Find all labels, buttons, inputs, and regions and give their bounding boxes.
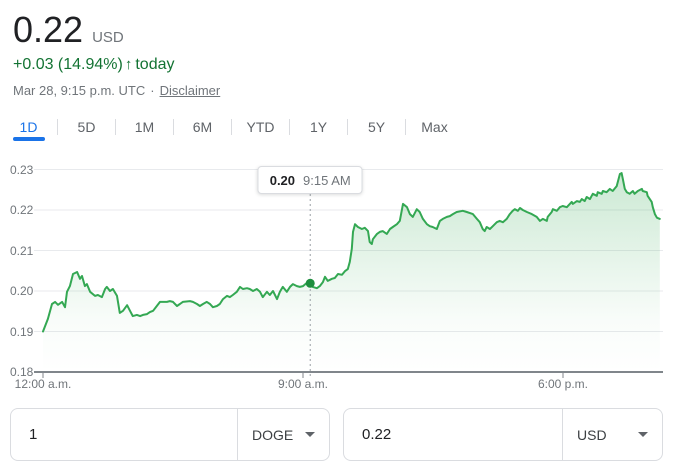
y-axis-label: 0.22 — [10, 203, 34, 217]
tab-label: Max — [421, 119, 448, 135]
price-currency: USD — [92, 29, 124, 46]
to-currency-label: USD — [577, 426, 607, 443]
chart-tooltip: 0.20 9:15 AM — [257, 166, 363, 194]
tab-label: YTD — [246, 119, 275, 135]
tab-5d[interactable]: 5D — [58, 113, 115, 141]
tab-ytd[interactable]: YTD — [232, 113, 289, 141]
price-change-row: +0.03 (14.94%) ↑ today — [13, 55, 659, 75]
from-currency-label: DOGE — [252, 426, 294, 443]
range-tabs: 1D 5D 1M 6M YTD 1Y 5Y Max — [0, 113, 673, 141]
tab-divider — [57, 119, 58, 135]
price-value: 0.22 — [13, 9, 84, 50]
x-axis-label: 6:00 p.m. — [537, 377, 589, 391]
quote-meta-row: Mar 28, 9:15 p.m. UTC · Disclaimer — [13, 83, 659, 99]
dropdown-arrow-icon — [638, 432, 648, 437]
change-period: today — [135, 56, 175, 73]
area-fill — [43, 173, 660, 372]
quote-header: 0.22 USD +0.03 (14.94%) ↑ today Mar 28, … — [0, 0, 673, 99]
tab-divider — [289, 119, 290, 135]
tab-label: 6M — [192, 119, 213, 135]
converter-to-box: USD — [343, 408, 663, 461]
x-axis-label: 12:00 a.m. — [14, 377, 72, 391]
tab-label: 5Y — [367, 119, 386, 135]
to-amount-input[interactable] — [344, 409, 562, 460]
from-currency-select[interactable]: DOGE — [237, 409, 329, 460]
tab-divider — [405, 119, 406, 135]
dropdown-arrow-icon — [305, 432, 315, 437]
x-axis-label: 9:00 a.m. — [277, 377, 329, 391]
tab-label: 1D — [19, 119, 38, 135]
price-row: 0.22 USD — [13, 10, 659, 50]
price-dot — [305, 278, 315, 288]
y-axis-label: 0.19 — [10, 324, 34, 339]
tab-divider — [347, 119, 348, 135]
tab-1m[interactable]: 1M — [116, 113, 173, 141]
tab-5y[interactable]: 5Y — [348, 113, 405, 141]
active-tab-underline — [12, 137, 45, 141]
tab-divider — [173, 119, 174, 135]
disclaimer-link[interactable]: Disclaimer — [159, 83, 221, 98]
tooltip-time: 9:15 AM — [303, 172, 351, 188]
tab-divider — [115, 119, 116, 135]
tab-max[interactable]: Max — [406, 113, 463, 141]
y-axis-label: 0.20 — [10, 284, 34, 298]
axis-ticks — [42, 373, 564, 378]
separator-dot: · — [150, 83, 155, 98]
y-axis-label: 0.18 — [10, 365, 34, 379]
arrow-up-icon: ↑ — [124, 56, 133, 73]
price-change: +0.03 (14.94%) — [13, 56, 123, 73]
tab-label: 1M — [134, 119, 155, 135]
chart-svg[interactable] — [0, 149, 673, 394]
to-currency-select[interactable]: USD — [562, 409, 662, 460]
converter-from-box: DOGE — [10, 408, 330, 461]
currency-converter: DOGE USD — [0, 408, 673, 461]
tab-label: 1Y — [309, 119, 328, 135]
quote-timestamp: Mar 28, 9:15 p.m. UTC — [13, 83, 146, 98]
tooltip-price: 0.20 — [269, 172, 296, 188]
from-amount-input[interactable] — [11, 409, 237, 460]
y-axis-label: 0.21 — [10, 243, 34, 258]
tab-1y[interactable]: 1Y — [290, 113, 347, 141]
tab-1d[interactable]: 1D — [0, 113, 57, 141]
tab-divider — [231, 119, 232, 135]
y-axis-label: 0.23 — [10, 162, 34, 177]
tab-6m[interactable]: 6M — [174, 113, 231, 141]
price-chart[interactable]: 0.23 0.22 0.21 0.20 0.19 0.18 12:00 a.m.… — [0, 149, 673, 394]
price-line — [42, 172, 661, 333]
tab-label: 5D — [77, 119, 96, 135]
